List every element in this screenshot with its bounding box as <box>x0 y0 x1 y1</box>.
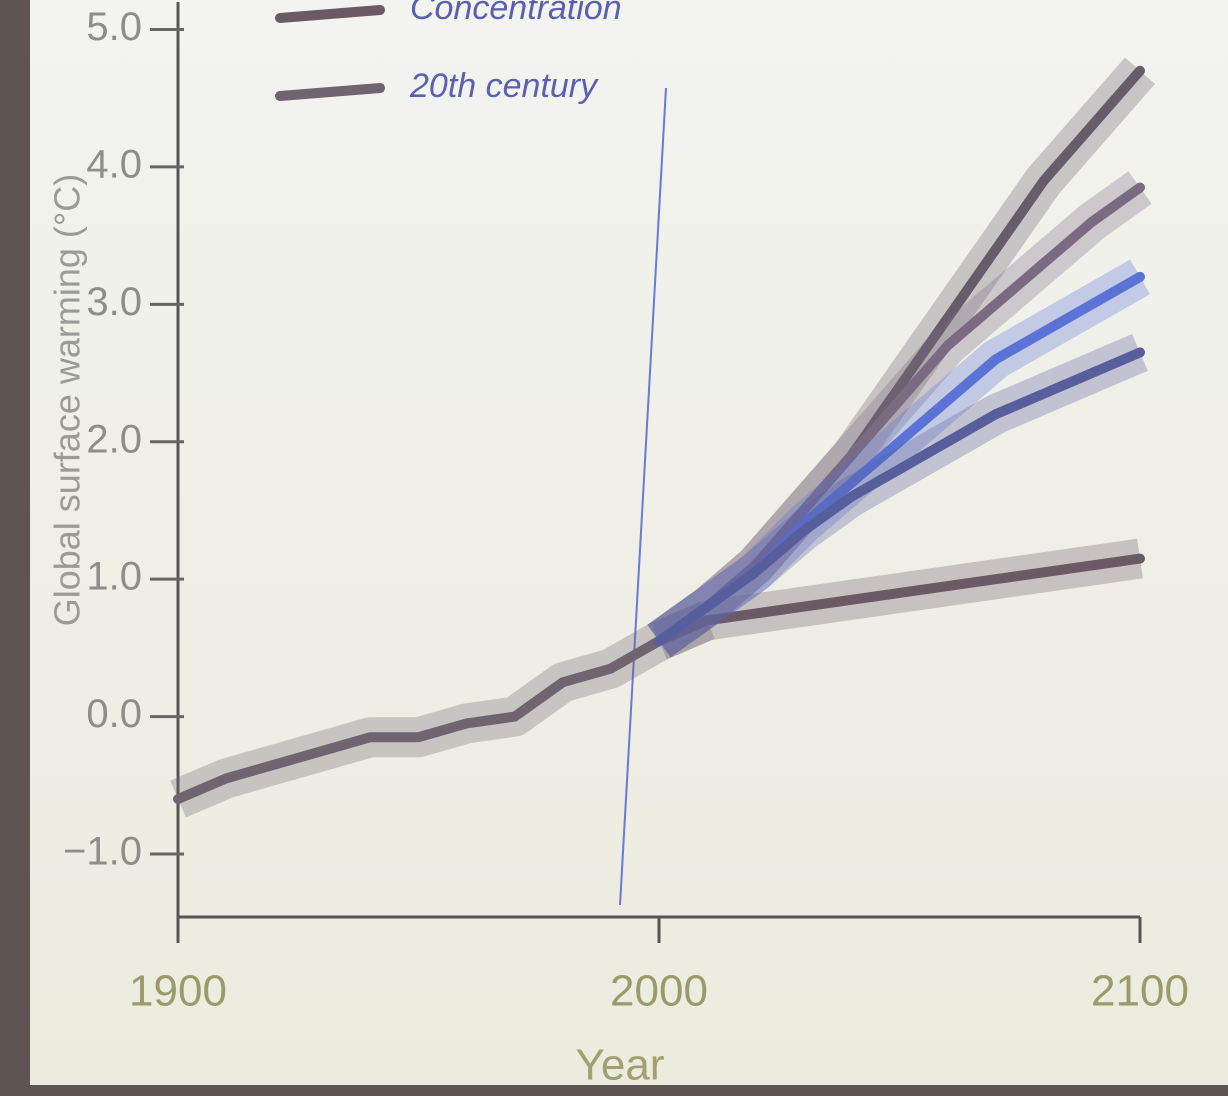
x-tick-label: 1900 <box>129 967 227 1016</box>
y-tick-label: 4.0 <box>86 142 142 186</box>
x-tick-label: 2000 <box>610 967 708 1016</box>
legend-label: 20th century <box>409 67 599 105</box>
y-tick-label: 1.0 <box>86 555 142 599</box>
y-tick-label: 3.0 <box>86 280 142 324</box>
page: {"chart_data": { "type": "line", "x_labe… <box>0 0 1228 1096</box>
x-tick-label: 2100 <box>1091 967 1189 1016</box>
y-tick-label: 0.0 <box>86 692 142 736</box>
y-tick-label: 2.0 <box>86 417 142 461</box>
y-tick-label: −1.0 <box>63 830 142 874</box>
y-tick-label: 5.0 <box>86 5 142 49</box>
x-axis-title: Year <box>576 1041 665 1090</box>
y-axis-title: Global surface warming (°C) <box>47 174 88 627</box>
legend-label: Concentration <box>410 0 622 27</box>
chart: Year Global surface warming (°C) −1.0 0.0… <box>0 0 1228 1096</box>
